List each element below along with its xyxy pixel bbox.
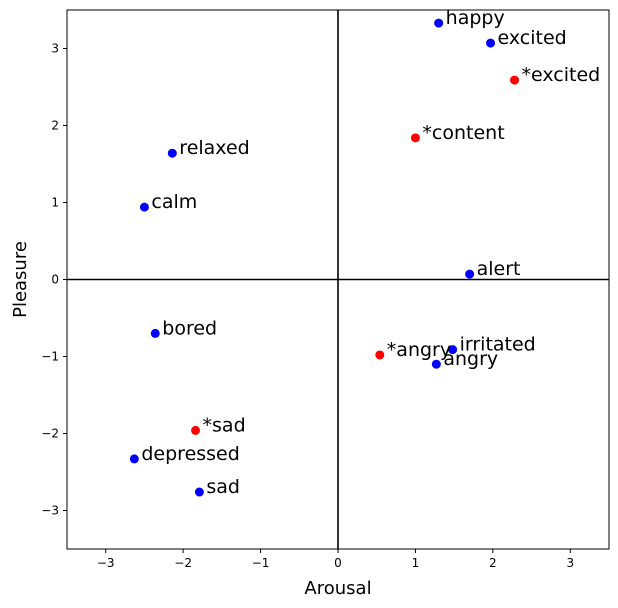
data-point	[167, 148, 177, 158]
y-tick-label: 2	[51, 119, 59, 133]
data-point-label: irritated	[460, 334, 536, 356]
data-point-label: depressed	[141, 443, 239, 465]
x-tick-label: −1	[252, 556, 270, 570]
data-point	[139, 202, 149, 212]
data-point	[191, 425, 201, 435]
data-point	[194, 487, 204, 497]
data-point	[448, 345, 458, 355]
x-axis-ticks: −3 −2 −1 0 1 2 3	[97, 549, 574, 570]
data-point-label: calm	[151, 191, 197, 213]
data-point-label: bored	[162, 317, 217, 339]
data-point-label: *sad	[203, 414, 246, 436]
y-tick-label: −2	[41, 427, 59, 441]
x-tick-label: −3	[97, 556, 115, 570]
y-tick-label: 1	[51, 196, 59, 210]
y-tick-label: −1	[41, 350, 59, 364]
data-point-label: angry	[443, 348, 498, 370]
y-axis-ticks: −3 −2 −1 0 1 2 3	[41, 42, 67, 518]
data-point	[486, 38, 496, 48]
data-point	[410, 133, 420, 143]
data-point-label: *content	[422, 122, 504, 144]
data-point	[150, 328, 160, 338]
x-axis-title: Arousal	[304, 578, 371, 599]
x-tick-label: −2	[174, 556, 192, 570]
y-tick-label: −3	[41, 504, 59, 518]
data-point-label: *excited	[522, 64, 601, 86]
data-point-label: happy	[446, 7, 505, 29]
data-point	[375, 350, 385, 360]
x-tick-label: 3	[566, 556, 574, 570]
data-point-label: relaxed	[179, 137, 249, 159]
x-tick-label: 0	[334, 556, 342, 570]
data-point-label: sad	[206, 476, 240, 498]
data-point	[129, 454, 139, 464]
data-point	[510, 75, 520, 85]
reference-lines	[67, 10, 609, 549]
data-point	[434, 18, 444, 28]
data-point	[465, 269, 475, 279]
y-axis-title: Pleasure	[10, 241, 31, 318]
data-point	[431, 359, 441, 369]
data-point-label: alert	[477, 258, 521, 280]
x-tick-label: 1	[412, 556, 420, 570]
data-point-label: excited	[498, 27, 567, 49]
y-tick-label: 0	[51, 273, 59, 287]
y-tick-label: 3	[51, 42, 59, 56]
x-tick-label: 2	[489, 556, 497, 570]
data-point-label: *angry	[387, 339, 451, 361]
